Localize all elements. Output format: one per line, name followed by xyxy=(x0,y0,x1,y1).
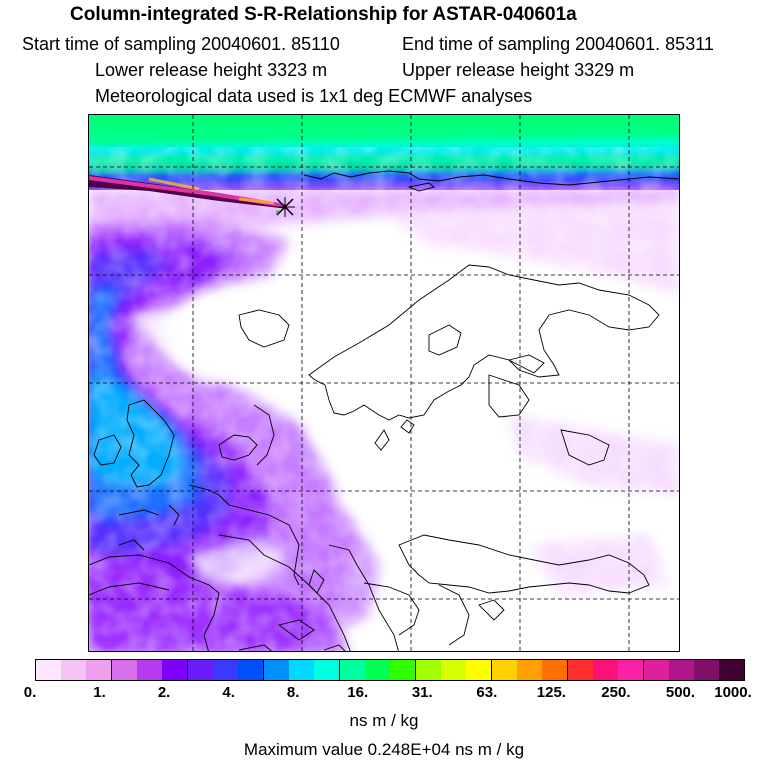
release-site-marker: × xyxy=(275,197,295,217)
end-time-label: End time of sampling 20040601. 85311 xyxy=(402,34,714,54)
colorbar xyxy=(35,659,745,681)
colorbar-tick-label: 2. xyxy=(157,684,171,701)
upper-height-label: Upper release height 3329 m xyxy=(402,60,635,80)
colorbar-tick-label: 1000. xyxy=(714,684,752,701)
colorbar-segment xyxy=(593,660,618,680)
colorbar-segment xyxy=(36,660,61,680)
colorbar-segment xyxy=(289,660,314,680)
colorbar-segment xyxy=(719,660,744,680)
colorbar-segment xyxy=(162,660,187,680)
colorbar-segment xyxy=(517,660,542,680)
colorbar-segment xyxy=(263,660,289,680)
colorbar-segment xyxy=(111,660,137,680)
plume-field xyxy=(89,115,679,651)
svg-text:×: × xyxy=(275,207,280,217)
colorbar-segment xyxy=(415,660,441,680)
plot-title: Column-integrated S-R-Relationship for A… xyxy=(70,4,577,25)
colorbar-segment xyxy=(694,660,719,680)
maximum-value-label: Maximum value 0.248E+04 ns m / kg xyxy=(243,740,525,759)
colorbar-tick-label: 125. xyxy=(536,684,566,701)
start-time-label: Start time of sampling 20040601. 85110 xyxy=(22,34,340,54)
colorbar-segment xyxy=(643,660,669,680)
colorbar-tick-label: 1. xyxy=(93,684,106,701)
coastlines xyxy=(89,170,679,651)
colorbar-tick-label: 250. xyxy=(601,684,631,701)
colorbar-segment xyxy=(213,660,238,680)
colorbar-segment xyxy=(466,660,491,680)
colorbar-tick-label: 8. xyxy=(286,684,300,701)
colorbar-segment xyxy=(187,660,213,680)
colorbar-segment xyxy=(669,660,694,680)
colorbar-segment xyxy=(137,660,162,680)
colorbar-segment xyxy=(365,660,390,680)
colorbar-segment xyxy=(567,660,593,680)
map-svg: × xyxy=(89,115,679,651)
colorbar-segment xyxy=(86,660,111,680)
colorbar-segment xyxy=(441,660,466,680)
colorbar-segment xyxy=(390,660,415,680)
lower-height-label: Lower release height 3323 m xyxy=(95,60,328,80)
colorbar-tick-label: 63. xyxy=(476,684,498,701)
colorbar-tick-label: 16. xyxy=(347,684,369,701)
colorbar-segment xyxy=(314,660,339,680)
colorbar-segment xyxy=(339,660,365,680)
colorbar-segment xyxy=(618,660,643,680)
colorbar-tick-label: 4. xyxy=(222,684,235,701)
colorbar-segment xyxy=(542,660,567,680)
map-panel[interactable]: × xyxy=(88,114,680,652)
graticule xyxy=(89,115,679,651)
colorbar-segment xyxy=(61,660,86,680)
colorbar-segment xyxy=(491,660,517,680)
colorbar-tick-label: 0. xyxy=(23,684,37,701)
met-data-label: Meteorological data used is 1x1 deg ECMW… xyxy=(95,86,533,106)
colorbar-tick-label: 31. xyxy=(411,684,433,701)
colorbar-segment xyxy=(238,660,263,680)
colorbar-units: ns m / kg xyxy=(349,711,419,730)
colorbar-tick-label: 500. xyxy=(665,684,696,701)
